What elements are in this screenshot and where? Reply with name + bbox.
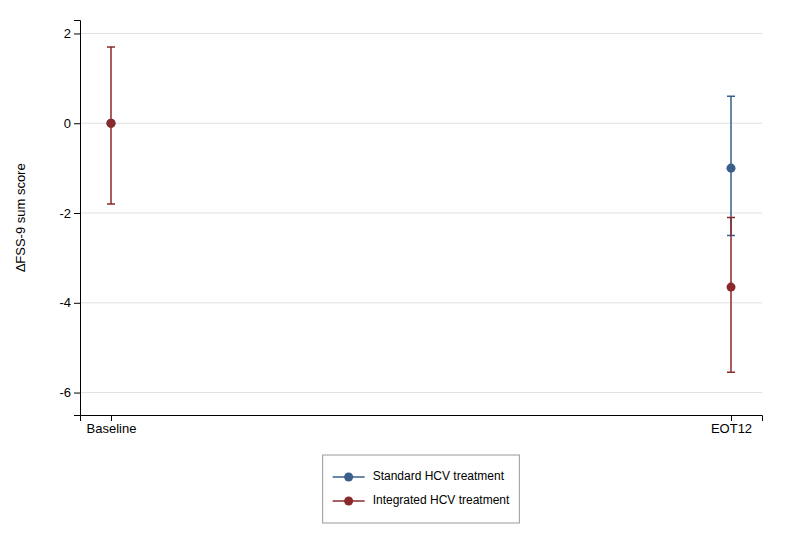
x-tick-label: EOT12: [711, 421, 752, 436]
y-tick-mark: [74, 303, 80, 304]
series: [106, 47, 735, 372]
point: [726, 283, 735, 292]
point: [106, 119, 115, 128]
grid-line: [80, 213, 762, 214]
y-tick-mark: [74, 213, 80, 214]
y-axis-line: [74, 21, 81, 416]
grid-line: [80, 123, 762, 124]
y-tick-label: 2: [64, 26, 71, 41]
legend-marker: [344, 472, 353, 481]
x-tick: Baseline: [87, 415, 137, 436]
y-axis-title: ∆FSS-9 sum score: [13, 163, 28, 271]
point: [106, 119, 115, 128]
x-axis-line: [81, 416, 763, 422]
point: [726, 164, 735, 173]
legend-item: Standard HCV treatment: [333, 469, 505, 483]
legend-label: Integrated HCV treatment: [373, 493, 510, 507]
x-tick-label: Baseline: [87, 421, 137, 436]
y-tick-mark: [74, 123, 80, 124]
y-tick-mark: [74, 33, 80, 34]
grid-line: [80, 392, 762, 393]
chart: -6 -4 -2 0 2 Baseline EOT12 ∆FSS-9 sum score Sta…: [0, 0, 786, 545]
y-axis: -6 -4 -2 0 2: [59, 21, 80, 416]
y-tick-label: -2: [59, 206, 71, 221]
y-tick: 2: [64, 26, 80, 41]
y-tick-label: -6: [59, 385, 71, 400]
legend-box: [323, 455, 520, 523]
x-tick-mark: [111, 415, 112, 421]
legend-item: Integrated HCV treatment: [333, 493, 510, 507]
y-tick: 0: [64, 116, 80, 131]
error-bar: [727, 96, 735, 235]
plot-area: -6 -4 -2 0 2 Baseline EOT12: [59, 21, 762, 437]
y-tick-label: 0: [64, 116, 71, 131]
error-bar: [727, 218, 735, 373]
legend-label: Standard HCV treatment: [373, 469, 505, 483]
y-tick: -4: [59, 295, 80, 310]
x-axis: Baseline EOT12: [81, 415, 763, 436]
x-tick: EOT12: [711, 415, 752, 436]
y-tick-mark: [74, 393, 80, 394]
series: [106, 96, 735, 235]
legend: Standard HCV treatment Integrated HCV tre…: [323, 455, 520, 523]
legend-marker: [344, 496, 353, 505]
error-bar: [107, 47, 115, 204]
grid: [80, 33, 762, 392]
x-tick-mark: [731, 415, 732, 421]
grid-line: [80, 33, 762, 34]
y-tick: -2: [59, 206, 80, 221]
marks: [106, 47, 735, 372]
y-tick: -6: [59, 385, 80, 400]
y-tick-label: -4: [59, 295, 71, 310]
grid-line: [80, 302, 762, 303]
